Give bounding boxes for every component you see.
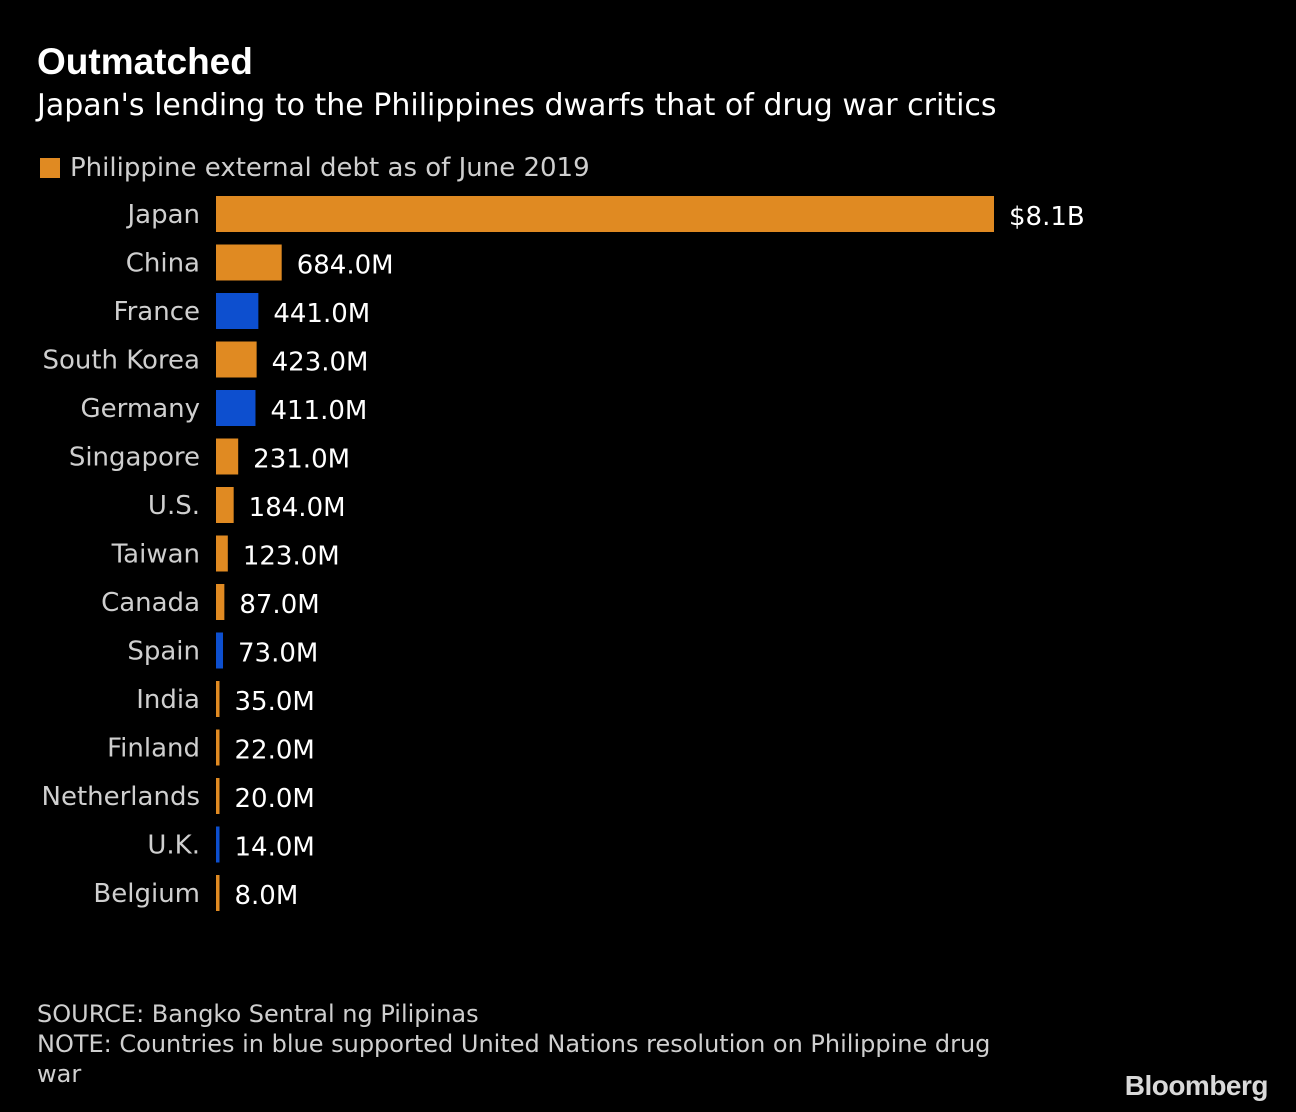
category-label-germany: Germany	[80, 394, 200, 424]
value-label-china: 684.0M	[297, 251, 394, 281]
bar-france	[216, 293, 259, 329]
bar-finland	[216, 729, 220, 766]
chart-title: Outmatched	[37, 41, 253, 82]
bloomberg-logo: Bloomberg	[1124, 1070, 1269, 1101]
value-label-germany: 411.0M	[270, 396, 367, 426]
category-label-canada: Canada	[101, 588, 200, 618]
bar-spain	[216, 632, 224, 669]
bar-u-k	[216, 826, 220, 863]
bar-u-s	[216, 487, 234, 523]
category-label-u-k: U.K.	[147, 831, 200, 861]
chart-subtitle: Japan's lending to the Philippines dwarf…	[37, 88, 997, 123]
category-label-taiwan: Taiwan	[111, 540, 200, 570]
value-label-spain: 73.0M	[238, 639, 318, 669]
bar-china	[216, 244, 282, 281]
category-label-france: France	[114, 297, 200, 327]
bar-belgium	[216, 875, 220, 911]
category-label-china: China	[126, 249, 200, 279]
category-label-netherlands: Netherlands	[42, 782, 201, 812]
value-label-south-korea: 423.0M	[272, 348, 369, 378]
value-label-france: 441.0M	[273, 299, 370, 329]
legend: Philippine external debt as of June 2019	[40, 151, 590, 185]
value-label-u-s: 184.0M	[249, 493, 346, 523]
value-label-finland: 22.0M	[235, 736, 315, 766]
bar-germany	[216, 390, 256, 426]
value-label-japan: $8.1B	[1009, 202, 1085, 232]
category-label-singapore: Singapore	[69, 443, 200, 473]
category-label-u-s: U.S.	[148, 491, 200, 521]
bar-taiwan	[216, 535, 228, 572]
category-label-belgium: Belgium	[93, 879, 200, 909]
category-label-spain: Spain	[127, 637, 200, 667]
value-label-canada: 87.0M	[239, 590, 319, 620]
value-label-india: 35.0M	[235, 687, 315, 717]
bar-singapore	[216, 438, 239, 475]
bar-japan	[216, 196, 994, 232]
category-label-finland: Finland	[107, 734, 200, 764]
value-label-singapore: 231.0M	[253, 445, 350, 475]
footnote: NOTE: Countries in blue supported United…	[37, 1030, 991, 1088]
bar-netherlands	[216, 778, 220, 814]
category-label-japan: Japan	[125, 200, 200, 230]
value-label-taiwan: 123.0M	[243, 542, 340, 572]
value-label-netherlands: 20.0M	[235, 784, 315, 814]
value-label-u-k: 14.0M	[235, 833, 315, 863]
footer: SOURCE: Bangko Sentral ng Pilipinas NOTE…	[37, 999, 1037, 1089]
category-label-india: India	[136, 685, 200, 715]
legend-label: Philippine external debt as of June 2019	[70, 153, 590, 183]
bar-south-korea	[216, 341, 257, 378]
bar-canada	[216, 584, 225, 620]
category-label-south-korea: South Korea	[42, 346, 200, 376]
bar-chart: Japan $8.1B China 684.0M France 441.0M South K…	[42, 196, 1085, 911]
legend-swatch	[40, 158, 60, 178]
source-note: SOURCE: Bangko Sentral ng Pilipinas	[37, 1000, 479, 1028]
bar-india	[216, 681, 220, 717]
value-label-belgium: 8.0M	[235, 881, 299, 911]
